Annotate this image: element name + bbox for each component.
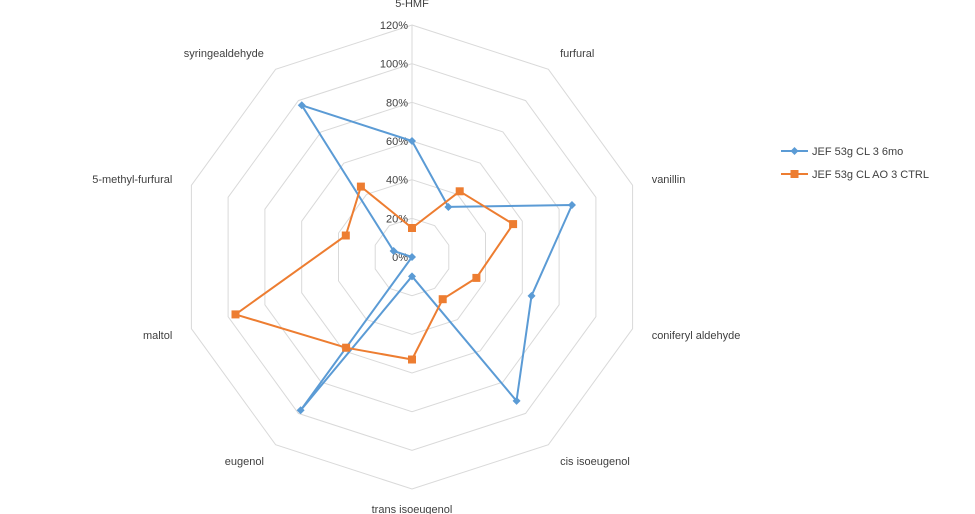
data-point (408, 137, 416, 145)
data-point (455, 187, 464, 196)
legend-label: JEF 53g CL AO 3 CTRL (812, 169, 929, 181)
data-point (438, 295, 447, 304)
series-1 (231, 182, 518, 364)
legend-marker (790, 147, 799, 155)
category-label: vanillin (652, 174, 686, 186)
grid-ring (190, 24, 634, 490)
category-labels: 5-HMF furfural vanillin coniferyl aldehyde c… (92, 0, 740, 514)
tick-label: 40% (386, 175, 408, 187)
category-label: maltol (143, 330, 172, 342)
data-point (509, 220, 518, 229)
grid-ring (264, 101, 560, 413)
category-label: 5-HMF (395, 0, 429, 10)
category-label: cis isoeugenol (560, 456, 630, 468)
series-line (299, 104, 573, 412)
data-point (231, 310, 240, 319)
category-label: eugenol (225, 456, 264, 468)
grid-ring (338, 179, 486, 335)
data-point (408, 272, 416, 281)
data-point (408, 253, 416, 261)
data-point (512, 396, 521, 405)
grid-ring (301, 140, 523, 374)
series-0 (296, 101, 576, 415)
legend: JEF 53g CL 3 6mo JEF 53g CL AO 3 CTRL (781, 146, 929, 181)
category-label: trans isoeugenol (372, 504, 453, 514)
data-point (342, 343, 351, 352)
legend-label: JEF 53g CL 3 6mo (812, 146, 903, 158)
data-point (527, 291, 536, 300)
category-label: 5-methyl-furfural (92, 174, 172, 186)
legend-marker (790, 170, 799, 178)
series-line (234, 185, 515, 361)
category-label: furfural (560, 48, 594, 60)
grid-ring (227, 63, 597, 451)
category-label: syringealdehyde (184, 48, 264, 60)
data-point (341, 231, 350, 240)
radar-grid (190, 24, 634, 490)
data-series (231, 101, 576, 415)
data-point (356, 182, 365, 191)
tick-label: 100% (380, 59, 408, 71)
tick-label: 80% (386, 97, 408, 109)
radial-tick-labels: 0%20%40%60%80%100%120% (380, 20, 408, 264)
tick-label: 120% (380, 20, 408, 32)
data-point (472, 273, 481, 282)
tick-label: 20% (386, 213, 408, 225)
data-point (296, 406, 305, 415)
data-point (567, 201, 576, 210)
data-point (297, 101, 306, 110)
data-point (408, 224, 416, 232)
data-point (408, 355, 416, 364)
grid-ring (374, 217, 450, 297)
category-label: coniferyl aldehyde (652, 330, 741, 342)
data-point (389, 247, 398, 256)
data-point (444, 202, 453, 211)
